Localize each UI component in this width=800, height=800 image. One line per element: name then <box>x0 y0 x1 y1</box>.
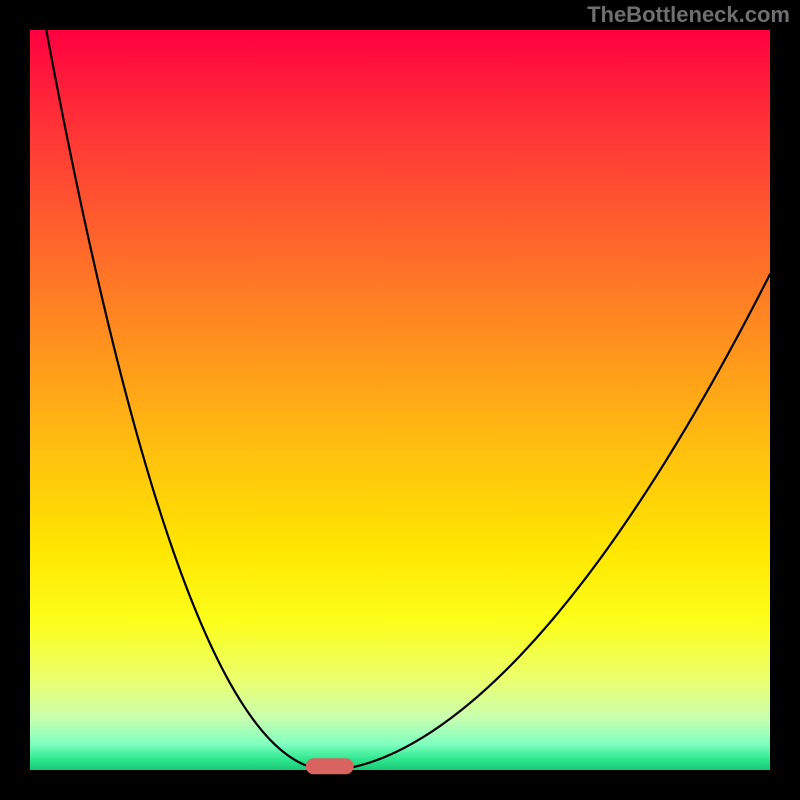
watermark-label: TheBottleneck.com <box>587 2 790 28</box>
chart-root: TheBottleneck.com <box>0 0 800 800</box>
plot-background <box>30 30 770 770</box>
minimum-marker <box>306 758 354 774</box>
chart-svg <box>0 0 800 800</box>
